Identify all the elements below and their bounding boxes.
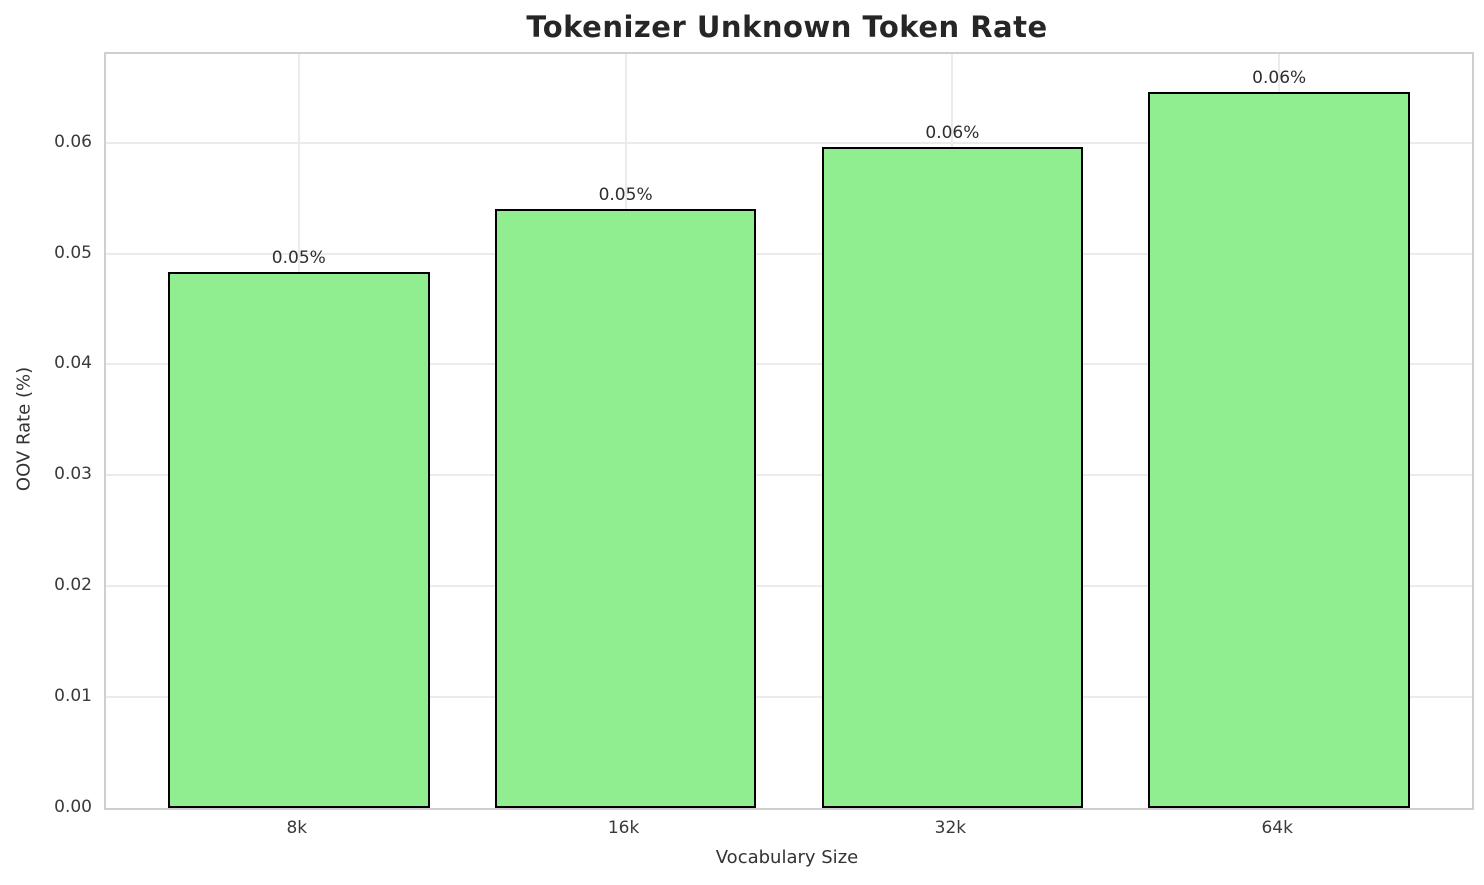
- bar: [168, 272, 430, 808]
- chart-title: Tokenizer Unknown Token Rate: [526, 10, 1048, 44]
- plot-area: 0.05% 0.05% 0.06% 0.06%: [104, 52, 1474, 810]
- y-gridline: [106, 363, 1472, 366]
- bar-value-label: 0.06%: [925, 123, 980, 144]
- bar: [1148, 91, 1410, 808]
- bar: [494, 209, 757, 808]
- y-tick-label: 0.01: [54, 686, 92, 707]
- x-tick-label: 16k: [607, 818, 640, 838]
- y-gridline: [106, 474, 1472, 477]
- bar-value-label: 0.06%: [1252, 67, 1307, 88]
- y-tick-label: 0.06: [54, 131, 92, 152]
- y-tick-label: 0.04: [54, 353, 92, 374]
- y-gridline: [106, 141, 1472, 144]
- x-tick-label: 8k: [286, 818, 308, 838]
- bar-value-label: 0.05%: [271, 248, 326, 269]
- x-tick-label: 64k: [1261, 818, 1293, 838]
- bar: [821, 147, 1084, 808]
- y-tick-label: 0.03: [54, 464, 92, 485]
- y-gridline: [106, 585, 1472, 588]
- y-tick-label: 0.00: [54, 797, 92, 817]
- y-tick-label: 0.05: [54, 242, 92, 263]
- bar-value-label: 0.05%: [598, 185, 653, 206]
- x-tick-label: 32k: [934, 818, 967, 838]
- y-gridline: [106, 252, 1472, 255]
- y-tick-label: 0.02: [54, 575, 92, 596]
- y-gridline: [106, 696, 1472, 699]
- x-axis-label: Vocabulary Size: [715, 847, 859, 868]
